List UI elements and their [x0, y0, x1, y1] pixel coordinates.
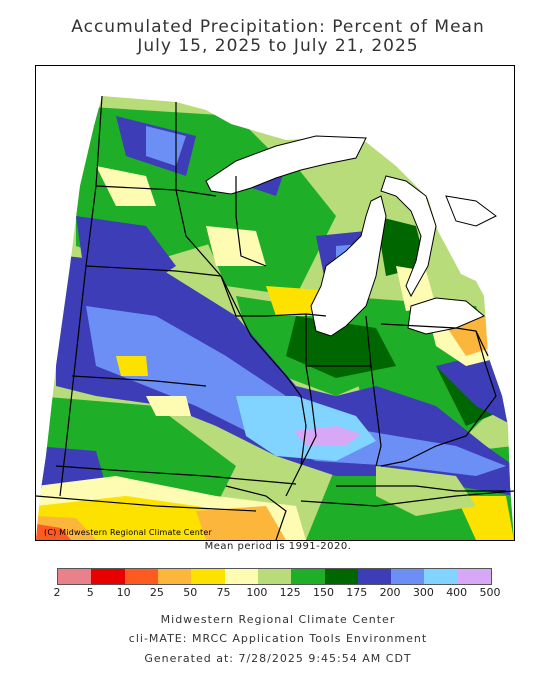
legend-swatch [224, 569, 258, 584]
legend-swatch [157, 569, 192, 584]
footer-generated: Generated at: 7/28/2025 9:45:54 AM CDT [144, 652, 412, 665]
legend-tick-label: 5 [86, 586, 94, 599]
legend-swatch [91, 569, 125, 584]
legend-swatch [391, 569, 425, 584]
legend-tick-label: 175 [346, 586, 368, 599]
legend-tick-label: 100 [246, 586, 268, 599]
legend-swatch [58, 569, 92, 584]
legend-tick-label: 150 [312, 586, 334, 599]
footer-tool: cli-MATE: MRCC Application Tools Environ… [128, 632, 428, 645]
legend-tick-label: 75 [216, 586, 231, 599]
precipitation-map [35, 65, 515, 541]
legend-swatch [357, 569, 392, 584]
legend-tick-label: 500 [479, 586, 501, 599]
legend-tick-label: 50 [183, 586, 198, 599]
legend-tick-label: 10 [116, 586, 131, 599]
legend-swatch [424, 569, 458, 584]
footer-org: Midwestern Regional Climate Center [160, 613, 396, 626]
color-legend [57, 568, 492, 585]
legend-swatch [191, 569, 225, 584]
mean-period-note: Mean period is 1991-2020. [204, 541, 352, 552]
legend-tick-label: 400 [446, 586, 468, 599]
state-borders [36, 95, 514, 540]
legend-tick-label: 200 [379, 586, 401, 599]
legend-tick-label: 125 [279, 586, 301, 599]
great-lakes [205, 135, 497, 337]
map-date-range: July 15, 2025 to July 21, 2025 [137, 36, 419, 56]
map-title: Accumulated Precipitation: Percent of Me… [71, 17, 485, 37]
legend-swatch [324, 569, 358, 584]
legend-labels: 2 5 10 25 50 75 100 125 150 175 200 300 400 500 [0, 586, 556, 600]
legend-swatch [291, 569, 325, 584]
legend-swatch [257, 569, 292, 584]
legend-tick-label: 300 [412, 586, 434, 599]
copyright-label: (C) Midwestern Regional Climate Center [44, 528, 212, 537]
legend-tick-label: 25 [149, 586, 164, 599]
legend-tick-label: 2 [53, 586, 61, 599]
legend-swatch [457, 569, 492, 584]
legend-swatch [124, 569, 158, 584]
